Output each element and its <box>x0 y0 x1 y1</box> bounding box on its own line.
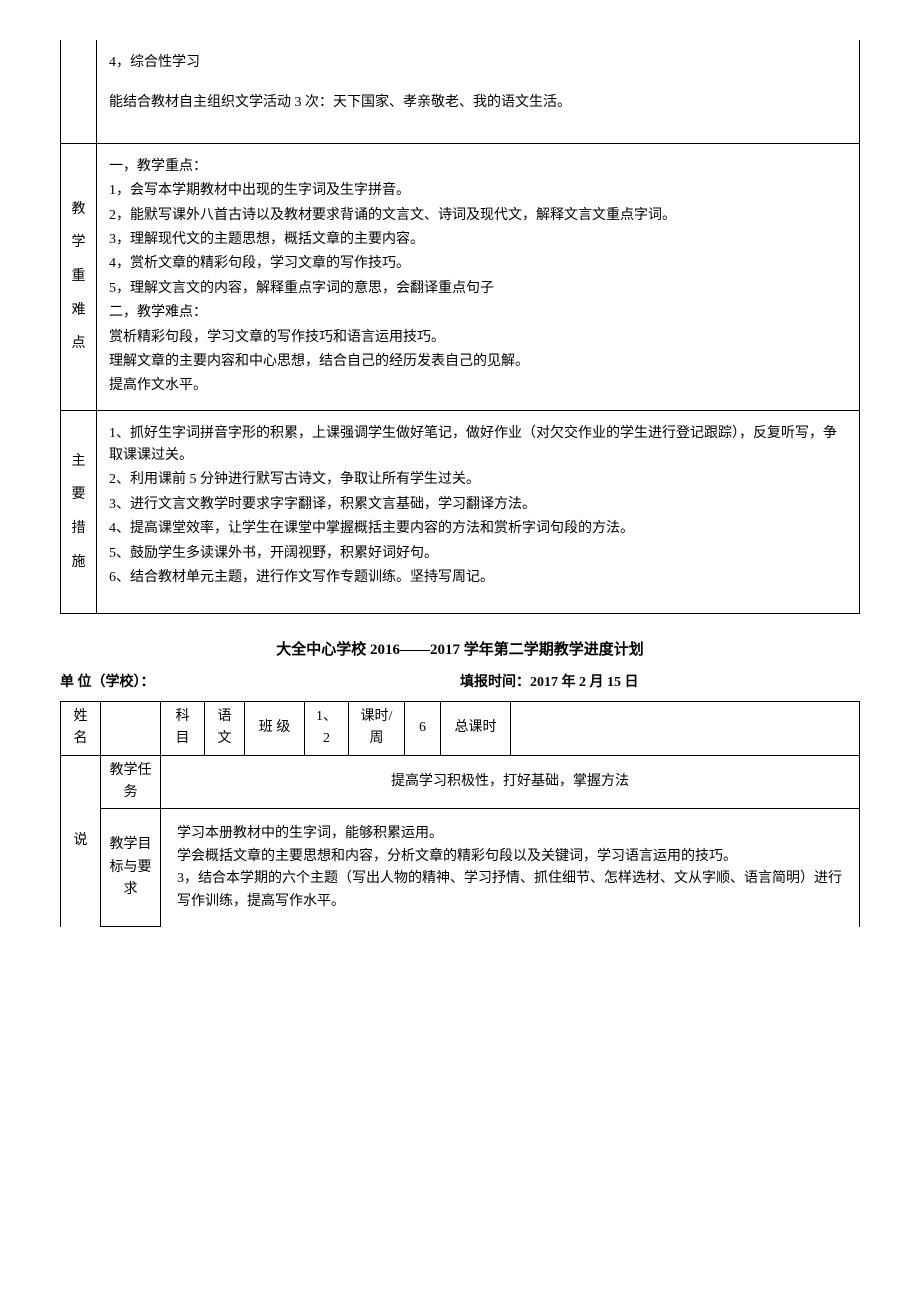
text: 一，教学重点： <box>109 156 847 178</box>
total-lbl: 总课时 <box>441 701 511 755</box>
spacer <box>109 591 847 601</box>
fill-date: 填报时间：2017 年 2 月 15 日 <box>460 672 860 694</box>
class-lbl: 班 级 <box>245 701 305 755</box>
text: 学会概括文章的主要思想和内容，分析文章的精彩句段以及关键词，学习语言运用的技巧。 <box>177 846 843 868</box>
plan-table-1: 4，综合性学习 能结合教材自主组织文学活动 3 次：天下国家、孝亲敬老、我的语文… <box>60 40 860 614</box>
table-row: 说 教学任务 提高学习积极性，打好基础，掌握方法 <box>61 755 860 809</box>
section-title: 大全中心学校 2016——2017 学年第二学期教学进度计划 <box>60 638 860 662</box>
row-label-zhongdian: 教学重难点 <box>61 143 97 410</box>
row-label-empty <box>61 40 97 143</box>
task-val: 提高学习积极性，打好基础，掌握方法 <box>161 755 860 809</box>
text: 赏析精彩句段，学习文章的写作技巧和语言运用技巧。 <box>109 327 847 349</box>
perweek-lbl: 课时/周 <box>349 701 405 755</box>
goal-lbl: 教学目标与要求 <box>101 809 161 927</box>
text: 3，结合本学期的六个主题（写出人物的精神、学习抒情、抓住细节、怎样选材、文从字顺… <box>177 868 843 913</box>
row-label-cuoshi: 主要措施 <box>61 410 97 614</box>
task-lbl: 教学任务 <box>101 755 161 809</box>
subj-lbl: 科目 <box>161 701 205 755</box>
perweek-val: 6 <box>405 701 441 755</box>
row1-content: 4，综合性学习 能结合教材自主组织文学活动 3 次：天下国家、孝亲敬老、我的语文… <box>97 40 860 143</box>
text: 能结合教材自主组织文学活动 3 次：天下国家、孝亲敬老、我的语文生活。 <box>109 92 847 114</box>
text: 1，会写本学期教材中出现的生字词及生字拼音。 <box>109 180 847 202</box>
text: 6、结合教材单元主题，进行作文写作专题训练。坚持写周记。 <box>109 567 847 589</box>
text: 3、进行文言文教学时要求字字翻译，积累文言基础，学习翻译方法。 <box>109 494 847 516</box>
table-row: 4，综合性学习 能结合教材自主组织文学活动 3 次：天下国家、孝亲敬老、我的语文… <box>61 40 860 143</box>
subj-val: 语文 <box>205 701 245 755</box>
table-row: 主要措施 1、抓好生字词拼音字形的积累，上课强调学生做好笔记，做好作业（对欠交作… <box>61 410 860 614</box>
text: 提高作文水平。 <box>109 375 847 397</box>
text: 3，理解现代文的主题思想，概括文章的主要内容。 <box>109 229 847 251</box>
shuo-label: 说 <box>61 755 101 927</box>
name-lbl: 姓名 <box>61 701 101 755</box>
text: 5，理解文言文的内容，解释重点字词的意思，会翻译重点句子 <box>109 278 847 300</box>
text: 2、利用课前 5 分钟进行默写古诗文，争取让所有学生过关。 <box>109 469 847 491</box>
row3-content: 1、抓好生字词拼音字形的积累，上课强调学生做好笔记，做好作业（对欠交作业的学生进… <box>97 410 860 614</box>
unit-label: 单 位（学校）： <box>60 672 460 694</box>
text: 2，能默写课外八首古诗以及教材要求背诵的文言文、诗词及现代文，解释文言文重点字词… <box>109 205 847 227</box>
total-val <box>511 701 860 755</box>
text: 5、鼓励学生多读课外书，开阔视野，积累好词好句。 <box>109 543 847 565</box>
text: 学习本册教材中的生字词，能够积累运用。 <box>177 823 843 845</box>
text: 1、抓好生字词拼音字形的积累，上课强调学生做好笔记，做好作业（对欠交作业的学生进… <box>109 423 847 468</box>
text: 二，教学难点： <box>109 302 847 324</box>
text: 理解文章的主要内容和中心思想，结合自己的经历发表自己的见解。 <box>109 351 847 373</box>
name-val <box>101 701 161 755</box>
text: 4，综合性学习 <box>109 52 847 74</box>
table-row: 姓名 科目 语文 班 级 1、2 课时/周 6 总课时 <box>61 701 860 755</box>
plan-table-2: 姓名 科目 语文 班 级 1、2 课时/周 6 总课时 说 教学任务 提高学习积… <box>60 701 860 928</box>
header-row: 单 位（学校）： 填报时间：2017 年 2 月 15 日 <box>60 672 860 694</box>
text: 4、提高课堂效率，让学生在课堂中掌握概括主要内容的方法和赏析字词句段的方法。 <box>109 518 847 540</box>
row2-content: 一，教学重点： 1，会写本学期教材中出现的生字词及生字拼音。 2，能默写课外八首… <box>97 143 860 410</box>
table-row: 教学重难点 一，教学重点： 1，会写本学期教材中出现的生字词及生字拼音。 2，能… <box>61 143 860 410</box>
class-val: 1、2 <box>305 701 349 755</box>
text: 4，赏析文章的精彩句段，学习文章的写作技巧。 <box>109 253 847 275</box>
table-row: 教学目标与要求 学习本册教材中的生字词，能够积累运用。 学会概括文章的主要思想和… <box>61 809 860 927</box>
goal-content: 学习本册教材中的生字词，能够积累运用。 学会概括文章的主要思想和内容，分析文章的… <box>161 809 860 927</box>
